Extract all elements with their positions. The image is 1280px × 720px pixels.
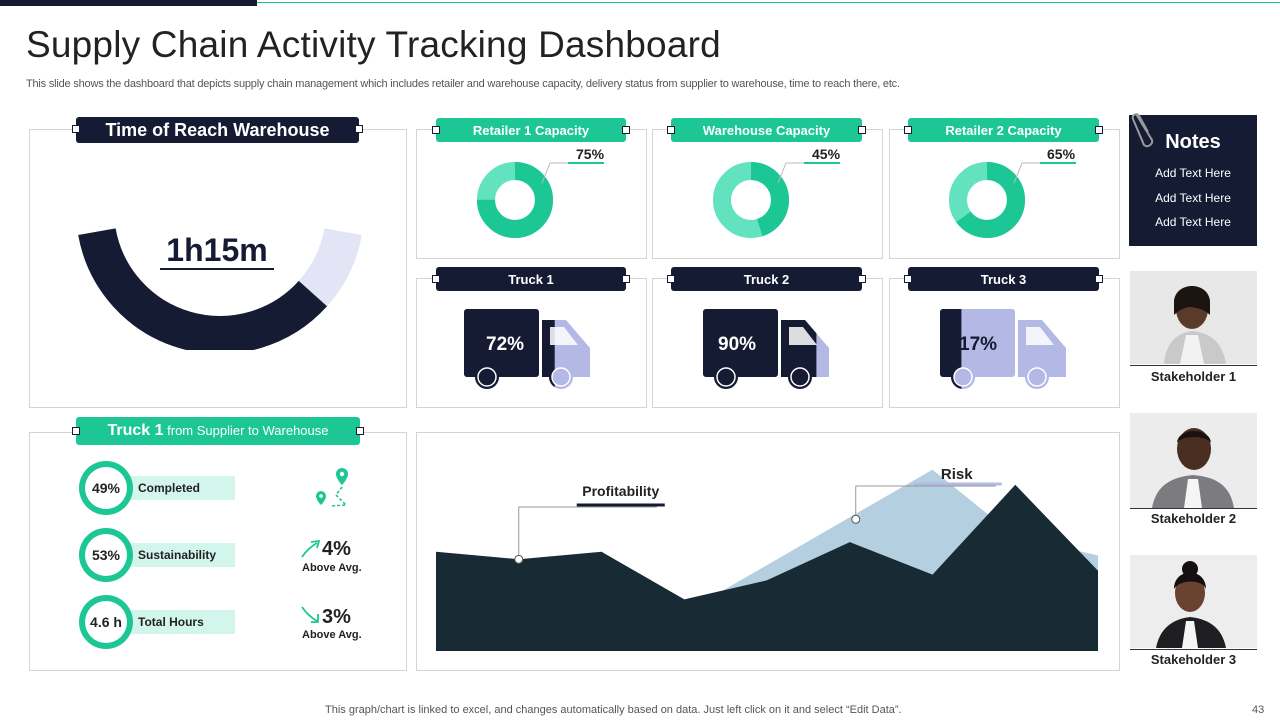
capacity-title-1: Retailer 1 Capacity [432, 118, 630, 142]
notes-item-1: Add Text Here [1155, 166, 1231, 180]
stat-label-sustainability: Sustainability [128, 543, 235, 567]
stakeholder-divider-2 [1130, 508, 1257, 509]
time-of-reach-title: Time of Reach Warehouse [72, 117, 363, 143]
time-of-reach-value: 1h15m [160, 232, 274, 270]
truck-window [789, 327, 817, 345]
truck-wheel [477, 367, 497, 387]
capacity-donut-2 [713, 162, 840, 238]
capacity-value-2: 45% [812, 146, 841, 162]
route-pin-icon [316, 468, 348, 507]
capacity-value-3: 65% [1047, 146, 1076, 162]
stakeholder-divider-1 [1130, 365, 1257, 366]
truck-value-3: 17% [959, 334, 998, 355]
donut-callout-line [541, 162, 604, 184]
profitability-callout-line [518, 506, 657, 560]
stakeholder-photo-1 [1130, 271, 1257, 364]
stat-ring-completed [79, 461, 133, 515]
stakeholder-name-1: Stakeholder 1 [1150, 369, 1237, 384]
trend-up-label: Above Avg. [302, 562, 362, 574]
profitability-callout-dot [514, 554, 524, 564]
donut-fill [477, 162, 553, 238]
capacity-donut-1 [477, 162, 604, 238]
notes-item-2: Add Text Here [1155, 191, 1231, 205]
truck-wheel [790, 367, 810, 387]
truck-route-title-rest: from Supplier to Warehouse [163, 423, 329, 438]
stat-value-completed: 49% [91, 480, 121, 496]
person-avatar-icon [1130, 413, 1257, 508]
truck-title-1: Truck 1 [432, 267, 630, 291]
profitability-label: Profitability [582, 483, 659, 499]
donut-callout-line [777, 162, 840, 184]
truck-title-3: Truck 3 [904, 267, 1103, 291]
page-subtitle: This slide shows the dashboard that depi… [26, 78, 900, 90]
gauge-fill [78, 227, 328, 350]
truck-icon-3 [940, 309, 1066, 389]
truck-route-title-bold: Truck 1 [107, 422, 164, 439]
stakeholder-name-2: Stakeholder 2 [1150, 511, 1237, 526]
capacity-value-1: 75% [576, 146, 605, 162]
area-chart: Profitability Risk [436, 466, 1098, 651]
truck-wheel [716, 367, 736, 387]
stakeholder-photo-3 [1130, 555, 1257, 648]
truck-value-2: 90% [718, 334, 757, 355]
capacity-title-3: Retailer 2 Capacity [904, 118, 1103, 142]
stakeholder-divider-3 [1130, 649, 1257, 650]
trend-down-icon [301, 606, 319, 623]
person-avatar-icon [1130, 271, 1257, 364]
truck-wheel [1027, 367, 1047, 387]
person-avatar-icon [1130, 555, 1257, 648]
truck-window [1026, 327, 1054, 345]
top-accent-bar [0, 0, 257, 6]
stakeholder-photo-2 [1130, 413, 1257, 508]
stat-ring-sustainability [79, 528, 133, 582]
capacity-title-2: Warehouse Capacity [667, 118, 866, 142]
trend-down-label: Above Avg. [302, 629, 362, 641]
stat-label-total-hours: Total Hours [128, 610, 235, 634]
donut-callout-line [1013, 162, 1076, 184]
truck-value-1: 72% [486, 334, 525, 355]
footer-note: This graph/chart is linked to excel, and… [325, 704, 902, 716]
capacity-donut-3 [949, 162, 1076, 238]
stat-value-total-hours: 4.6 h [90, 614, 122, 630]
time-of-reach-gauge [78, 227, 362, 350]
stat-label-completed: Completed [128, 476, 235, 500]
capacity-panel-1 [416, 129, 647, 259]
risk-callout-line [855, 485, 996, 520]
truck-wheel [551, 367, 571, 387]
stat-ring-total-hours [79, 595, 133, 649]
page-title: Supply Chain Activity Tracking Dashboard [26, 24, 721, 65]
truck-level-fill [940, 309, 962, 389]
trend-down-value: 3% [322, 606, 351, 628]
page-number: 43 [1252, 704, 1265, 716]
truck-icon-2 [703, 309, 829, 389]
risk-label: Risk [941, 466, 973, 483]
top-accent-line [257, 2, 1280, 3]
truck-icon-1 [464, 309, 590, 389]
truck-wheel [953, 367, 973, 387]
paperclip-icon [1131, 113, 1154, 148]
truck-window [550, 327, 578, 345]
profitability-area-series [436, 484, 1098, 651]
donut-fill [713, 162, 789, 238]
truck-title-2: Truck 2 [667, 267, 866, 291]
truck-route-title: Truck 1 from Supplier to Warehouse [72, 417, 364, 445]
trend-up-icon [301, 539, 321, 558]
donut-fill [949, 162, 1025, 238]
notes-card: Notes Add Text Here Add Text Here Add Te… [1129, 115, 1257, 246]
stat-value-sustainability: 53% [91, 547, 121, 563]
stakeholder-name-3: Stakeholder 3 [1150, 652, 1237, 667]
notes-title: Notes [1165, 131, 1221, 153]
trend-up-value: 4% [322, 538, 351, 560]
risk-callout-dot [851, 514, 861, 524]
notes-item-3: Add Text Here [1155, 215, 1231, 229]
